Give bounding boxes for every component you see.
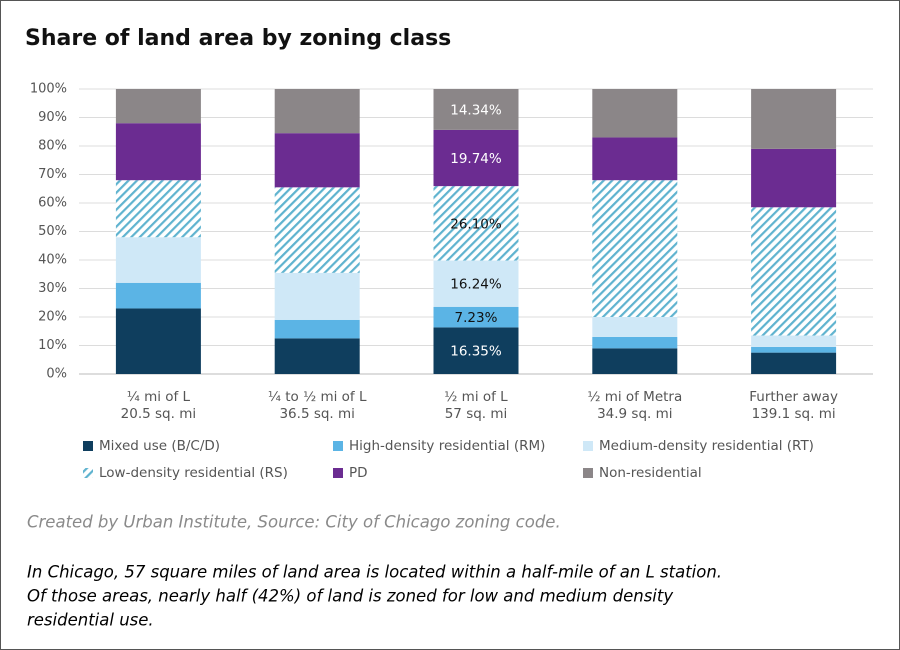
x-tick-sublabel: 57 sq. mi (445, 406, 508, 422)
bar-segment (115, 282, 201, 309)
legend-swatch (333, 468, 343, 478)
note-line: residential use. (27, 611, 154, 630)
value-label: 7.23% (455, 310, 498, 326)
value-label: 16.24% (450, 277, 502, 293)
bar-segment (274, 338, 360, 374)
bar-segment (274, 89, 360, 134)
x-tick-sublabel: 34.9 sq. mi (597, 406, 672, 422)
y-tick-label: 70% (38, 167, 67, 182)
y-tick-label: 80% (38, 139, 67, 154)
bar-segment (274, 272, 360, 320)
y-tick-label: 100% (30, 82, 67, 97)
x-tick-label: ½ mi of L (444, 389, 508, 405)
note-line: In Chicago, 57 square miles of land area… (27, 563, 722, 582)
y-tick-label: 30% (38, 281, 67, 296)
legend-swatch (83, 441, 93, 451)
y-tick-label: 0% (46, 367, 67, 382)
bar-segment (592, 317, 678, 337)
legend-swatch (83, 468, 93, 478)
value-label: 26.10% (450, 216, 502, 232)
x-tick-label: Further away (749, 389, 838, 405)
bar-segment (433, 186, 519, 261)
bar-segment (115, 180, 201, 238)
bar-segment (433, 89, 519, 130)
legend-swatch (333, 441, 343, 451)
bar-segment (115, 123, 201, 181)
bar-segment (592, 137, 678, 181)
y-tick-label: 20% (38, 310, 67, 325)
source: Created by Urban Institute, Source: City… (27, 513, 561, 532)
bar-segment (274, 319, 360, 339)
bar-segment (751, 352, 837, 374)
legend-label: Mixed use (B/C/D) (99, 438, 220, 454)
x-tick-sublabel: 36.5 sq. mi (279, 406, 354, 422)
bar-segment (274, 133, 360, 188)
bar-segment (433, 306, 519, 328)
bar-segment (433, 129, 519, 187)
bar-segment (115, 89, 201, 124)
bar-segment (433, 260, 519, 307)
bar-segment (274, 187, 360, 273)
bar-segment (751, 335, 837, 347)
bar-segment (115, 308, 201, 374)
bar-segment (115, 237, 201, 283)
legend-label: Non-residential (599, 465, 702, 481)
value-label: 19.74% (450, 151, 502, 167)
legend-label: High-density residential (RM) (349, 438, 545, 454)
legend-label: Low-density residential (RS) (99, 465, 288, 481)
bar-segment (433, 327, 519, 374)
x-tick-sublabel: 139.1 sq. mi (752, 406, 836, 422)
legend-label: Medium-density residential (RT) (599, 438, 814, 454)
note-line: Of those areas, nearly half (42%) of lan… (27, 587, 673, 606)
legend-label: PD (349, 465, 368, 481)
legend-swatch (583, 468, 593, 478)
x-tick-label: ½ mi of Metra (587, 389, 682, 405)
bar-segment (751, 207, 837, 336)
bar-segment (751, 148, 837, 208)
x-tick-label: ¼ mi of L (127, 389, 191, 405)
bar-segment (592, 180, 678, 317)
bar-segment (751, 89, 837, 149)
y-tick-label: 10% (38, 338, 67, 353)
chart-title: Share of land area by zoning class (25, 26, 451, 51)
x-tick-sublabel: 20.5 sq. mi (121, 406, 196, 422)
bar-segment (592, 336, 678, 349)
bar-segment (592, 89, 678, 138)
y-tick-label: 50% (38, 224, 67, 239)
bar-segment (592, 348, 678, 374)
y-tick-label: 40% (38, 253, 67, 268)
x-tick-label: ¼ to ½ mi of L (268, 389, 367, 405)
value-label: 16.35% (450, 344, 502, 360)
value-label: 14.34% (450, 102, 502, 118)
y-tick-label: 60% (38, 196, 67, 211)
y-tick-label: 90% (38, 110, 67, 125)
bar-segment (751, 346, 837, 353)
legend-swatch (583, 441, 593, 451)
